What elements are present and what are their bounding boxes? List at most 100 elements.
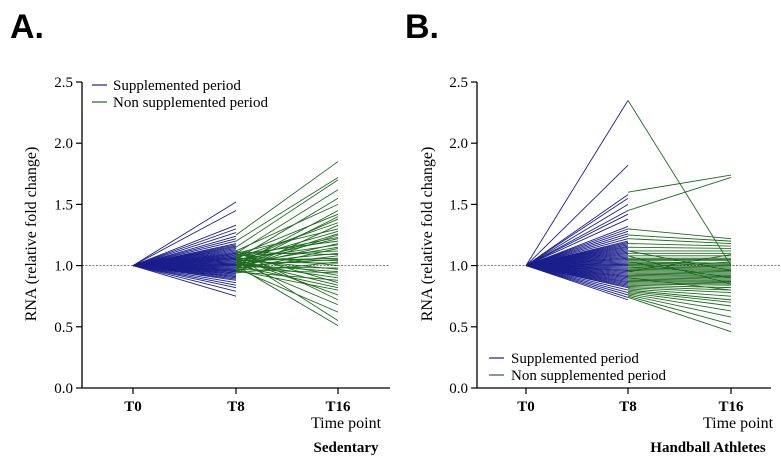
non-supplemented-line-b-21 bbox=[627, 270, 732, 273]
supplemented-line-a-2 bbox=[132, 224, 237, 267]
non-supplemented-line-b-19 bbox=[627, 267, 732, 270]
non-supplemented-line-b-7 bbox=[627, 246, 732, 249]
supplemented-line-a-4 bbox=[132, 232, 237, 267]
legend-label-non-supplemented-b: Non supplemented period bbox=[511, 368, 666, 384]
non-supplemented-line-a-43 bbox=[235, 270, 339, 291]
non-supplemented-line-a-1 bbox=[235, 177, 339, 242]
supplemented-line-b-7 bbox=[525, 218, 629, 267]
non-supplemented-line-b-31 bbox=[627, 282, 732, 285]
non-supplemented-line-b-42 bbox=[627, 295, 732, 325]
non-supplemented-line-b-32 bbox=[627, 283, 732, 286]
non-supplemented-line-b-34 bbox=[627, 285, 732, 291]
supplemented-line-b-4 bbox=[525, 204, 629, 266]
non-supplemented-line-b-38 bbox=[627, 290, 732, 303]
non-supplemented-line-b-1 bbox=[627, 174, 732, 193]
group-label-a: Sedentary bbox=[314, 440, 379, 456]
y-axis-title-b: RNA (relative fold change) bbox=[419, 147, 436, 322]
non-supplemented-line-b-37 bbox=[627, 289, 732, 301]
non-supplemented-line-b-30 bbox=[627, 281, 732, 284]
x-tick-label-b-2: T16 bbox=[718, 399, 744, 415]
x-tick-label-b-0: T0 bbox=[517, 399, 535, 415]
non-supplemented-line-b-6 bbox=[627, 243, 732, 247]
y-tick-label-a-3: 1.5 bbox=[54, 197, 73, 213]
y-tick-label-a-0: 0.0 bbox=[54, 381, 73, 397]
non-supplemented-line-a-5 bbox=[235, 203, 339, 252]
non-supplemented-line-b-39 bbox=[627, 292, 732, 307]
non-supplemented-line-a-39 bbox=[235, 271, 339, 281]
panel-b: B. RNA (relative fold change) 0.0 0.5 1.0 1… bbox=[405, 8, 781, 456]
legend-label-non-supplemented-a: Non supplemented period bbox=[113, 95, 268, 111]
supplemented-line-b-3 bbox=[525, 197, 629, 266]
supplemented-line-a-0 bbox=[132, 201, 237, 266]
supplemented-line-a-59 bbox=[132, 265, 237, 289]
non-supplemented-line-a-34 bbox=[235, 259, 339, 270]
x-tick-label-a-0: T0 bbox=[124, 399, 142, 415]
non-supplemented-line-b-0 bbox=[627, 100, 732, 266]
non-supplemented-line-a-0 bbox=[235, 161, 339, 236]
legend-a: Supplemented period Non supplemented per… bbox=[92, 78, 268, 111]
non-supplemented-line-b-29 bbox=[627, 279, 732, 282]
y-tick-label-a-2: 1.0 bbox=[54, 259, 73, 275]
non-supplemented-line-b-23 bbox=[627, 272, 732, 275]
non-supplemented-line-b-28 bbox=[627, 278, 732, 281]
non-supplemented-line-b-35 bbox=[627, 287, 732, 293]
non-supplemented-line-b-45 bbox=[627, 261, 732, 279]
supplemented-line-b-57 bbox=[525, 265, 629, 301]
non-supplemented-line-a-12 bbox=[235, 228, 339, 254]
non-supplemented-line-b-48 bbox=[627, 250, 732, 271]
non-supplemented-line-b-33 bbox=[627, 284, 732, 289]
y-tick-label-b-5: 2.5 bbox=[449, 75, 468, 91]
panel-letter-b: B. bbox=[405, 8, 439, 46]
non-supplemented-line-b-15 bbox=[627, 262, 732, 265]
non-supplemented-line-a-16 bbox=[235, 237, 339, 258]
y-tick-label-b-2: 1.0 bbox=[449, 259, 468, 275]
x-ticks-a: T0 T8 T16 bbox=[124, 388, 351, 415]
non-supplemented-line-a-32 bbox=[235, 254, 339, 267]
supplemented-line-b-0 bbox=[525, 100, 629, 266]
supplemented-line-a-3 bbox=[132, 228, 237, 267]
non-supplemented-line-a-46 bbox=[235, 261, 339, 306]
non-supplemented-line-a-45 bbox=[235, 250, 339, 301]
panel-a: A. RNA (relative fold change) 0.0 0.5 1.0 1… bbox=[10, 8, 390, 456]
x-tick-label-a-1: T8 bbox=[227, 399, 245, 415]
y-axis-title-a: RNA (relative fold change) bbox=[23, 147, 40, 322]
series-lines-a bbox=[82, 161, 390, 326]
non-supplemented-line-a-37 bbox=[235, 256, 339, 276]
y-tick-label-b-0: 0.0 bbox=[449, 381, 468, 397]
y-tick-label-a-5: 2.5 bbox=[54, 75, 73, 91]
y-tick-label-a-1: 0.5 bbox=[54, 320, 73, 336]
legend-label-supplemented-b: Supplemented period bbox=[511, 351, 639, 367]
legend-label-supplemented-a: Supplemented period bbox=[113, 78, 241, 94]
series-lines-b bbox=[477, 100, 781, 333]
x-tick-label-a-2: T16 bbox=[325, 399, 351, 415]
non-supplemented-line-b-25 bbox=[627, 274, 732, 278]
group-label-b: Handball Athletes bbox=[650, 440, 766, 456]
non-supplemented-line-a-48 bbox=[235, 255, 339, 322]
y-tick-label-a-4: 2.0 bbox=[54, 136, 73, 152]
non-supplemented-line-b-36 bbox=[627, 288, 732, 297]
x-axis-title-a: Time point bbox=[311, 415, 382, 432]
supplemented-line-b-5 bbox=[525, 210, 629, 266]
supplemented-line-a-61 bbox=[132, 265, 237, 297]
y-tick-label-b-1: 0.5 bbox=[449, 320, 468, 336]
legend-b: Supplemented period Non supplemented per… bbox=[489, 351, 666, 384]
non-supplemented-line-a-44 bbox=[235, 257, 339, 296]
x-tick-label-b-1: T8 bbox=[619, 399, 637, 415]
non-supplemented-line-b-4 bbox=[627, 234, 732, 242]
x-ticks-b: T0 T8 T16 bbox=[517, 388, 744, 415]
non-supplemented-line-a-40 bbox=[235, 252, 339, 284]
supplemented-line-a-60 bbox=[132, 265, 237, 292]
non-supplemented-line-b-46 bbox=[627, 261, 732, 269]
non-supplemented-line-b-3 bbox=[627, 228, 732, 240]
non-supplemented-line-b-26 bbox=[627, 276, 732, 279]
non-supplemented-line-b-43 bbox=[627, 296, 732, 333]
non-supplemented-line-a-49 bbox=[235, 265, 339, 326]
y-tick-label-b-3: 1.5 bbox=[449, 197, 468, 213]
non-supplemented-line-b-49 bbox=[627, 277, 732, 291]
panel-letter-a: A. bbox=[10, 8, 44, 46]
y-ticks-a: 0.0 0.5 1.0 1.5 2.0 2.5 bbox=[54, 75, 82, 397]
non-supplemented-line-b-47 bbox=[627, 254, 732, 273]
supplemented-line-b-1 bbox=[525, 164, 629, 266]
non-supplemented-line-b-2 bbox=[627, 177, 732, 211]
